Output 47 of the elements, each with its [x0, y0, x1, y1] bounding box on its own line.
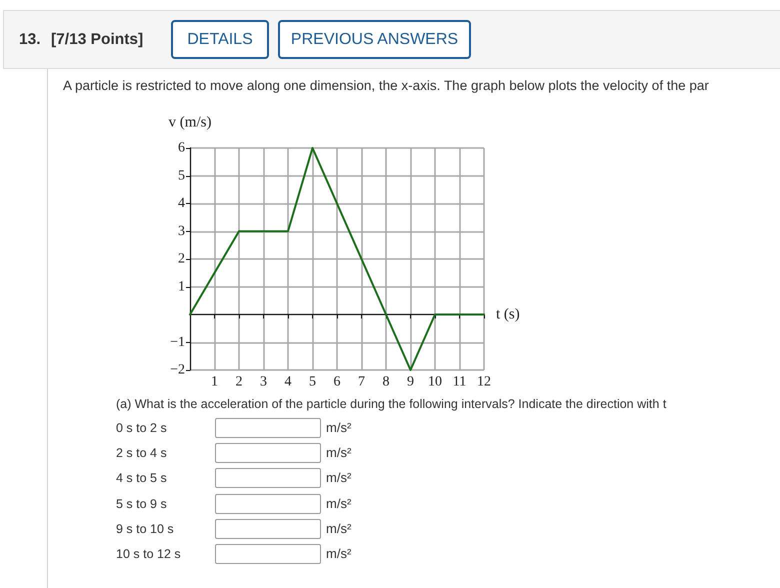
y-tick-label: −2 [170, 362, 185, 378]
text-field[interactable] [215, 418, 321, 438]
text: m/s² [326, 494, 352, 513]
x-tick-label: 6 [334, 374, 340, 390]
button[interactable]: DETAILS [171, 20, 269, 59]
text-field[interactable] [215, 443, 321, 464]
y-tick-label: −1 [170, 334, 185, 350]
x-tick-label: 12 [477, 374, 491, 390]
x-tick-label: 10 [428, 374, 442, 390]
y-tick-label: 4 [178, 196, 185, 211]
text: 13. [19, 31, 41, 49]
text-field[interactable] [215, 518, 321, 539]
text: A particle is restricted to move along one dimension, the x-axis. The graph below plots the velocity of the par [63, 78, 709, 94]
text: (a) What is the acceleration of the particle during the following intervals? Indicate the direction with t [116, 396, 666, 412]
text: 10 s to 12 s [116, 546, 181, 562]
text-field[interactable] [215, 468, 321, 488]
text-field[interactable] [215, 544, 321, 564]
x-tick-label: 1 [211, 374, 218, 390]
text-field[interactable] [215, 494, 321, 514]
line-series [189, 147, 485, 371]
text: m/s² [326, 520, 352, 538]
y-tick-label: 3 [178, 224, 185, 239]
x-tick-label: 9 [407, 374, 414, 390]
y-axis-title: v (m/s) [168, 114, 212, 130]
text: [7/13 Points] [51, 31, 144, 49]
x-axis-title: t (s) [496, 306, 520, 322]
x-tick-label: 4 [284, 374, 292, 390]
button[interactable]: PREVIOUS ANSWERS [278, 20, 471, 59]
text: 0 s to 2 s [116, 420, 167, 436]
text: m/s² [326, 469, 352, 488]
x-tick-label: 7 [358, 374, 365, 390]
text: m/s² [326, 419, 352, 437]
y-tick-label: 2 [178, 252, 185, 266]
x-tick-label: 8 [382, 374, 390, 390]
x-tick-label: 11 [452, 374, 466, 390]
x-tick-label: 2 [236, 374, 242, 390]
x-tick-label: 5 [309, 374, 316, 390]
y-tick-label: 1 [178, 279, 185, 294]
text: m/s² [326, 545, 352, 563]
text: 5 s to 9 s [116, 496, 167, 512]
text: 2 s to 4 s [116, 445, 167, 462]
x-tick-label: 3 [260, 374, 267, 390]
y-tick-label: 5 [178, 168, 185, 184]
y-tick-label: 6 [178, 140, 185, 156]
text: 4 s to 5 s [116, 470, 167, 486]
text: m/s² [326, 444, 352, 462]
text: 9 s to 10 s [116, 520, 174, 537]
